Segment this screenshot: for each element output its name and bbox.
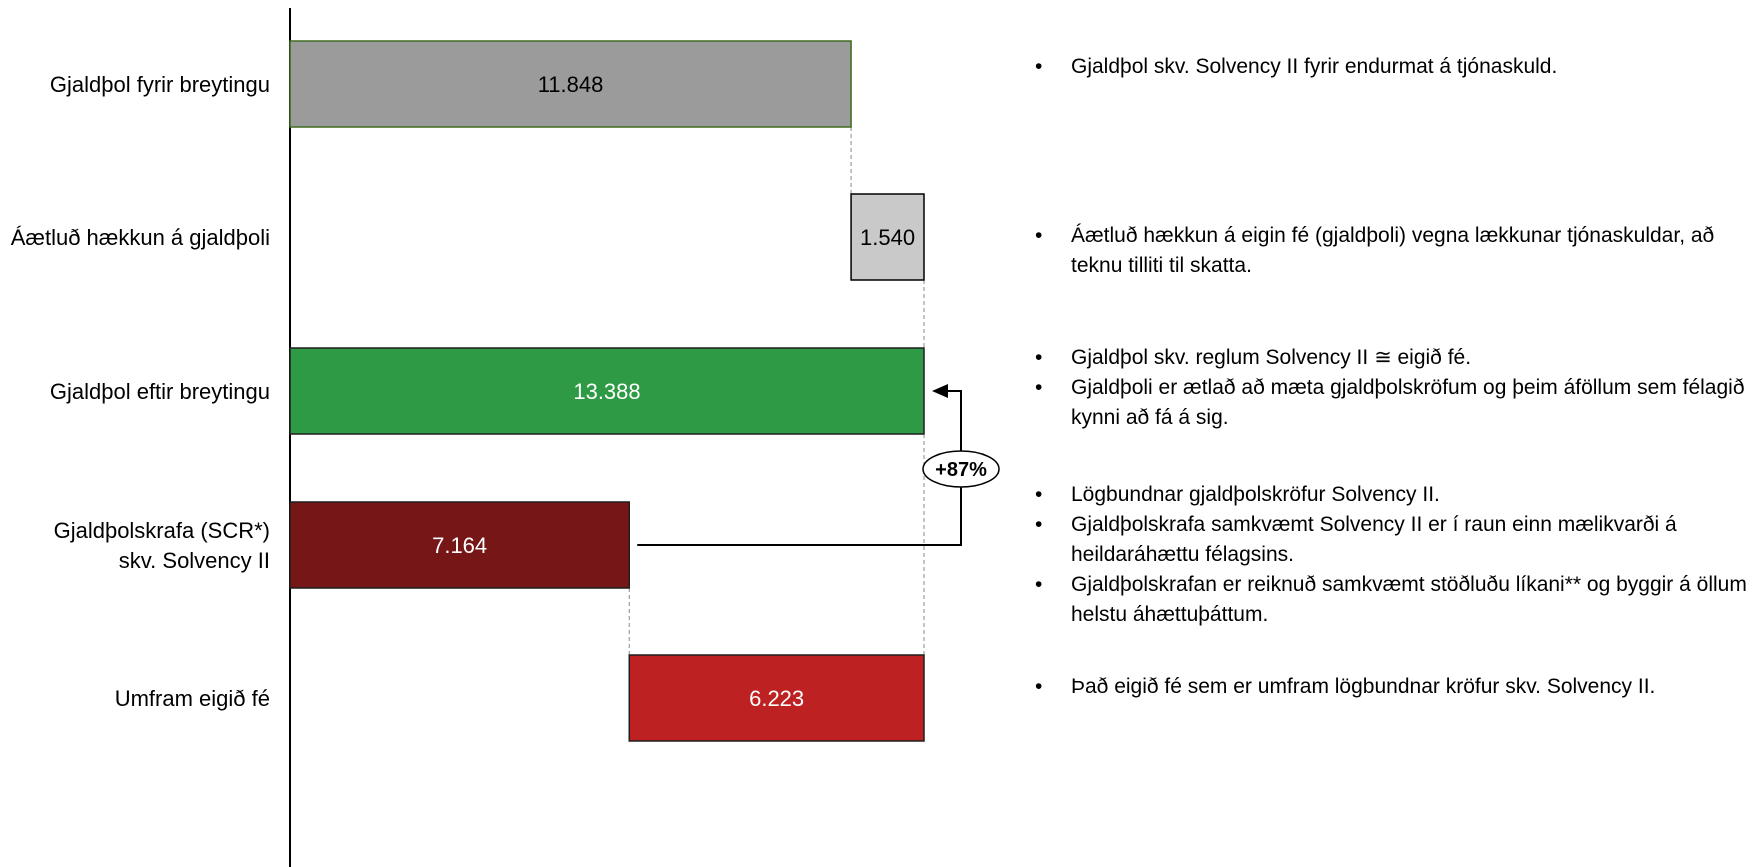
- annotation-arrowhead: [932, 384, 948, 398]
- note-bullet: Gjaldþol skv. Solvency II fyrir endurmat…: [1035, 52, 1755, 82]
- note-bullet: Gjaldþol skv. reglum Solvency II ≅ eigið…: [1035, 343, 1755, 373]
- bar-value-label-3: 13.388: [573, 379, 640, 404]
- note-bullet: Lögbundnar gjaldþolskröfur Solvency II.: [1035, 480, 1755, 510]
- category-label-4-line-2: skv. Solvency II: [119, 548, 270, 573]
- category-label-5: Umfram eigið fé: [115, 686, 270, 711]
- note-group-3: Gjaldþol skv. reglum Solvency II ≅ eigið…: [1035, 343, 1755, 433]
- note-bullet: Gjaldþolskrafan er reiknuð samkvæmt stöð…: [1035, 570, 1755, 630]
- bar-value-label-4: 7.164: [432, 533, 487, 558]
- bar-5: [628, 654, 925, 742]
- category-label-1: Gjaldþol fyrir breytingu: [50, 72, 270, 97]
- note-group-2: Áætluð hækkun á eigin fé (gjaldþoli) veg…: [1035, 221, 1755, 281]
- bar-4: [289, 501, 631, 589]
- notes-panel: Gjaldþol skv. Solvency II fyrir endurmat…: [1035, 0, 1755, 867]
- bar-value-label-5: 6.223: [749, 686, 804, 711]
- note-group-4: Lögbundnar gjaldþolskröfur Solvency II.G…: [1035, 480, 1755, 630]
- note-group-1: Gjaldþol skv. Solvency II fyrir endurmat…: [1035, 52, 1755, 82]
- category-label-2: Áætluð hækkun á gjaldþoli: [11, 225, 270, 250]
- annotation-badge: [922, 450, 1000, 488]
- bar-2: [850, 193, 925, 281]
- bar-value-label-2: 1.540: [860, 225, 915, 250]
- category-label-4-line-1: Gjaldþolskrafa (SCR*): [54, 518, 270, 543]
- bar-value-label-1: 11.848: [538, 72, 604, 97]
- bar-1: [289, 40, 852, 128]
- note-bullet: Það eigið fé sem er umfram lögbundnar kr…: [1035, 672, 1755, 702]
- category-labels: Gjaldþol fyrir breytingu Áætluð hækkun á …: [11, 72, 270, 711]
- category-label-3: Gjaldþol eftir breytingu: [50, 379, 270, 404]
- note-bullet: Gjaldþolskrafa samkvæmt Solvency II er í…: [1035, 510, 1755, 570]
- note-group-5: Það eigið fé sem er umfram lögbundnar kr…: [1035, 672, 1755, 702]
- bars: 11.848 1.540 13.388 7.164 6.223: [289, 40, 925, 742]
- bar-3: [289, 347, 925, 435]
- growth-annotation: +87%: [637, 384, 1000, 546]
- note-bullet: Áætluð hækkun á eigin fé (gjaldþoli) veg…: [1035, 221, 1755, 281]
- annotation-label: +87%: [935, 459, 987, 481]
- note-bullet: Gjaldþoli er ætlað að mæta gjaldþolskröf…: [1035, 373, 1755, 433]
